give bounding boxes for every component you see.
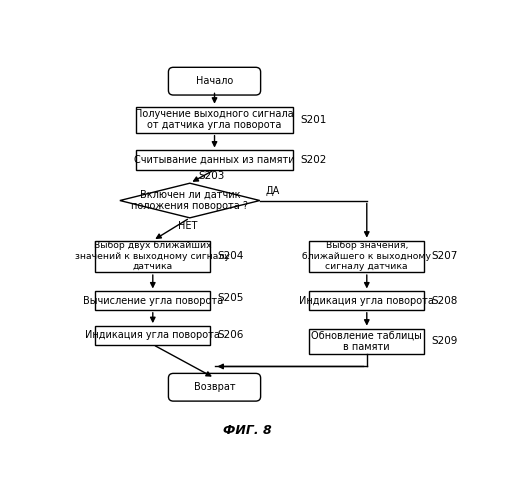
Bar [309, 328, 424, 353]
Text: НЕТ: НЕТ [178, 221, 198, 231]
Text: Возврат: Возврат [194, 382, 235, 392]
Text: S205: S205 [218, 292, 244, 302]
Text: Выбор двух ближайших
значений к выходному сигналу
датчика: Выбор двух ближайших значений к выходном… [75, 242, 230, 271]
Text: S204: S204 [218, 252, 244, 262]
Bar [95, 326, 210, 344]
Bar [95, 240, 210, 272]
Text: Индикация угла поворота: Индикация угла поворота [299, 296, 434, 306]
Text: Включен ли датчик
положения поворота ?: Включен ли датчик положения поворота ? [131, 190, 249, 212]
FancyBboxPatch shape [168, 68, 261, 95]
Text: S207: S207 [432, 252, 458, 262]
Text: S206: S206 [218, 330, 244, 340]
Bar [136, 150, 293, 170]
Bar [136, 106, 293, 133]
Text: Выбор значения,
ближайшего к выходному
сигналу датчика: Выбор значения, ближайшего к выходному с… [302, 242, 431, 271]
Text: ФИГ. 8: ФИГ. 8 [223, 424, 272, 437]
Text: Начало: Начало [196, 76, 233, 86]
Text: Считывание данных из памяти: Считывание данных из памяти [134, 155, 295, 165]
Text: S208: S208 [432, 296, 458, 306]
Bar [95, 292, 210, 310]
Text: S209: S209 [432, 336, 458, 346]
Text: S202: S202 [300, 155, 327, 165]
Text: Вычисление угла поворота: Вычисление угла поворота [83, 296, 223, 306]
Bar [309, 240, 424, 272]
Text: S203: S203 [198, 172, 225, 181]
Text: Индикация угла поворота: Индикация угла поворота [85, 330, 220, 340]
Text: ДА: ДА [266, 186, 280, 196]
Bar [309, 292, 424, 310]
Text: Получение выходного сигнала
от датчика угла поворота: Получение выходного сигнала от датчика у… [135, 109, 294, 130]
Text: Обновление таблицы
в памяти: Обновление таблицы в памяти [311, 330, 422, 352]
FancyBboxPatch shape [168, 374, 261, 401]
Text: S201: S201 [300, 114, 327, 124]
Polygon shape [120, 183, 260, 218]
